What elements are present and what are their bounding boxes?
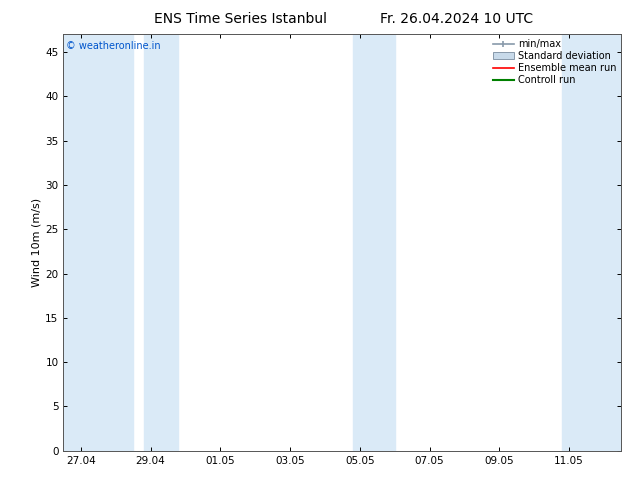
Bar [562,34,621,451]
Y-axis label: Wind 10m (m/s): Wind 10m (m/s) [31,198,41,287]
Bar [143,34,179,451]
Text: © weatheronline.in: © weatheronline.in [66,41,161,50]
Legend: min/max, Standard deviation, Ensemble mean run, Controll run: min/max, Standard deviation, Ensemble me… [491,37,618,87]
Text: ENS Time Series Istanbul: ENS Time Series Istanbul [155,12,327,26]
Bar [63,34,133,451]
Text: Fr. 26.04.2024 10 UTC: Fr. 26.04.2024 10 UTC [380,12,533,26]
Bar [353,34,394,451]
